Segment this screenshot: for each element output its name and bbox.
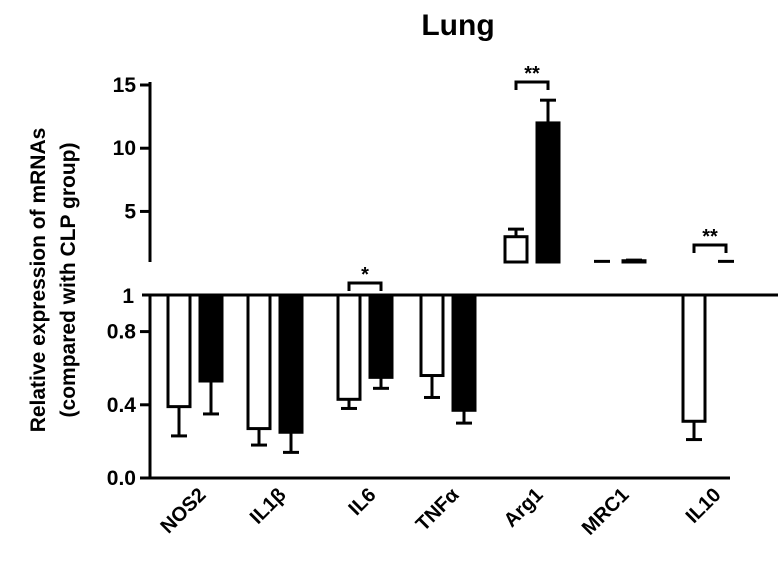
bar [278,293,304,434]
bar [681,293,707,423]
y-tick-label-upper: 5 [124,200,136,223]
y-tick-label-upper: 15 [113,74,137,97]
x-tick-label: IL10 [682,484,726,528]
bar [451,293,477,412]
bar [535,121,561,264]
x-tick-label: IL6 [345,484,381,520]
chart-title: Lung [421,9,494,42]
significance-label: * [361,264,369,286]
x-tick-label: Arg1 [500,484,548,532]
x-tick-label: MRC1 [578,484,634,540]
bar [166,293,192,409]
bar [198,293,224,383]
bar [246,293,272,431]
y-tick-label-lower: 0.0 [107,467,136,490]
bar [503,235,529,264]
significance-bracket [514,80,550,90]
significance-label: ** [702,226,718,248]
x-tick-label: IL1β [246,484,291,529]
x-tick-label: NOS2 [156,484,210,538]
significance-label: ** [524,63,540,85]
y-tick-label-upper: 10 [113,137,136,160]
bar [368,293,394,379]
significance-bracket [692,243,728,253]
bar [336,293,362,401]
bar [419,293,445,378]
x-tick-label: TNFα [412,483,464,535]
significance-bracket [347,281,383,291]
axis-break-label: 1 [122,285,134,308]
y-tick-label-lower: 0.4 [107,394,137,417]
y-axis-label-line2: (compared with CLP group) [57,143,80,418]
y-axis-label-line1: Relative expression of mRNAs [27,128,50,433]
y-tick-label-lower: 0.8 [107,321,137,344]
